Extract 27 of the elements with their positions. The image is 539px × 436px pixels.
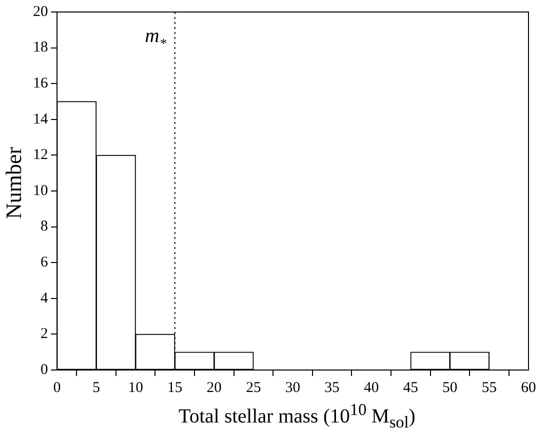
ref-line-label: m* (144, 25, 166, 52)
y-axis-title: Number (1, 146, 27, 222)
y-tick-label: 14 (33, 111, 48, 128)
y-tick-label: 0 (40, 362, 48, 378)
y-tick-label: 12 (33, 147, 48, 164)
y-tick-label: 20 (33, 4, 48, 20)
x-tick-label: 50 (442, 380, 458, 396)
y-tick-label: 4 (40, 290, 48, 306)
y-tick-label: 16 (33, 76, 48, 92)
y-tick-label: 8 (40, 218, 48, 235)
x-tick-label: 60 (521, 380, 536, 396)
y-tick-label: 2 (40, 326, 48, 342)
x-tick-label: 5 (92, 380, 100, 396)
y-tick-label: 18 (33, 40, 48, 56)
x-tick-label: 30 (285, 380, 300, 396)
x-tick-label: 20 (206, 380, 222, 396)
x-tick-label: 0 (53, 380, 61, 396)
y-tick-label: 10 (33, 182, 48, 199)
x-tick-label: 10 (128, 380, 144, 396)
x-tick-label: 40 (364, 380, 379, 396)
x-tick-label: 25 (246, 380, 261, 396)
x-tick-label: 35 (324, 380, 340, 396)
x-tick-label: 55 (482, 380, 497, 396)
x-tick-label: 45 (403, 380, 418, 396)
y-tick-label: 6 (40, 254, 48, 271)
x-tick-label: 15 (167, 380, 182, 396)
x-axis-title: Total stellar mass (10$^{10}$ M$_{sol}$) (178, 400, 416, 433)
